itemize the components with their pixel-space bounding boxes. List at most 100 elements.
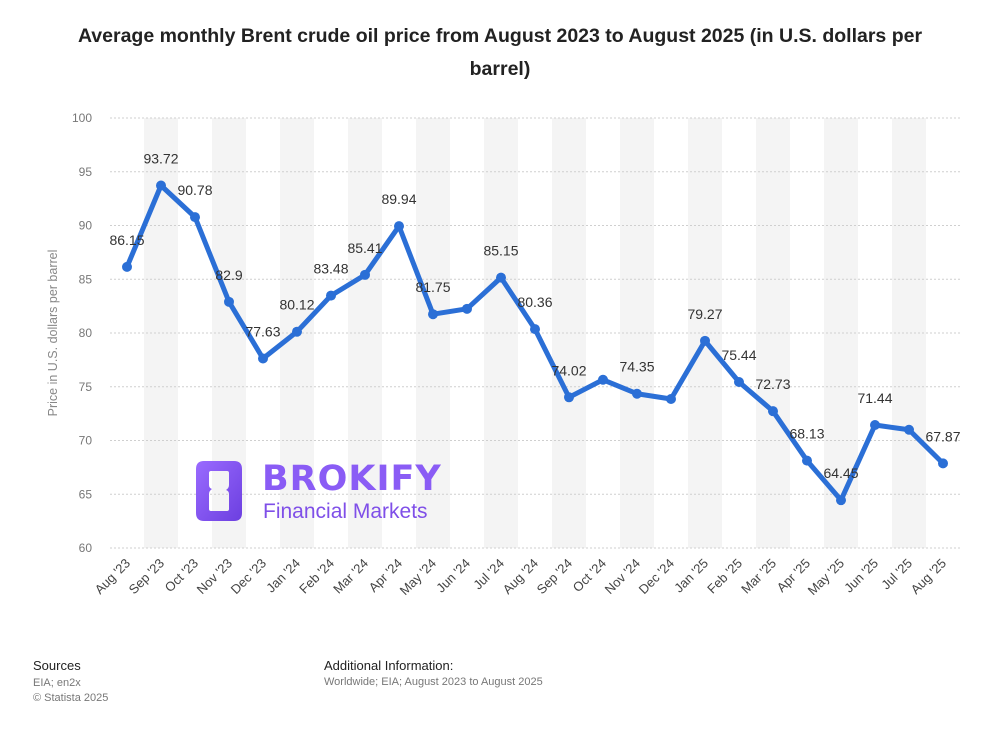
x-tick-label: Feb '25 [704, 556, 745, 597]
x-tick-label: Mar '25 [738, 556, 779, 597]
data-point [870, 420, 880, 431]
column-band [552, 118, 586, 548]
data-point [836, 495, 846, 506]
y-axis-ticks: 60 65 70 75 80 85 90 95 100 [72, 111, 92, 555]
column-band [348, 118, 382, 548]
y-tick-label: 90 [79, 219, 93, 233]
data-label: 83.48 [313, 261, 348, 277]
x-tick-label: May '25 [805, 556, 848, 599]
data-label: 85.41 [347, 240, 382, 256]
data-point [156, 180, 166, 191]
data-label: 90.78 [177, 182, 212, 198]
column-band [892, 118, 926, 548]
grid-lines [110, 117, 960, 549]
data-label: 74.02 [551, 362, 586, 378]
data-label: 80.12 [279, 297, 314, 313]
data-label: 75.44 [721, 347, 756, 363]
y-tick-label: 65 [79, 487, 93, 501]
y-tick-label: 100 [72, 111, 92, 125]
brokify-wordmark: BROKIFY [262, 459, 442, 499]
x-tick-label: Aug '24 [500, 556, 541, 597]
data-point [904, 424, 914, 435]
data-point [632, 388, 642, 399]
data-label: 74.35 [619, 359, 654, 375]
data-label: 80.36 [517, 294, 552, 310]
chart-title: Average monthly Brent crude oil price fr… [77, 25, 923, 80]
data-label: 79.27 [687, 306, 722, 322]
additional-info-heading: Additional Information: [324, 658, 454, 673]
y-tick-label: 95 [79, 165, 93, 179]
data-label: 93.72 [143, 151, 178, 167]
data-point [666, 394, 676, 405]
y-tick-label: 60 [79, 541, 93, 555]
data-point [292, 326, 302, 337]
x-tick-label: Dec '23 [228, 556, 269, 597]
alternating-column-bands [144, 118, 926, 548]
data-point [190, 212, 200, 223]
data-point [530, 324, 540, 335]
data-point [496, 272, 506, 283]
y-tick-label: 75 [79, 380, 93, 394]
data-point [564, 392, 574, 403]
x-tick-label: Dec '24 [636, 556, 677, 597]
sources-line: EIA; en2x [33, 677, 81, 689]
data-label: 81.75 [415, 279, 450, 295]
data-point [224, 296, 234, 307]
additional-info-text: Worldwide; EIA; August 2023 to August 20… [324, 676, 543, 688]
data-label: 68.13 [789, 426, 824, 442]
data-point [258, 353, 268, 364]
data-point [462, 303, 472, 314]
x-tick-label: Jun '24 [433, 556, 473, 596]
data-label: 72.73 [755, 376, 790, 392]
y-tick-label: 80 [79, 326, 93, 340]
x-tick-label: Sep '24 [534, 556, 575, 597]
data-point [360, 269, 370, 280]
data-label: 82.9 [215, 267, 242, 283]
data-label: 89.94 [381, 191, 416, 207]
data-label: 64.45 [823, 465, 858, 481]
brokify-logo-watermark: BROKIFY Financial Markets [196, 459, 496, 529]
data-point [394, 221, 404, 232]
data-label: 77.63 [245, 323, 280, 339]
brokify-tagline: Financial Markets [263, 500, 428, 523]
data-point [938, 458, 948, 469]
column-band [688, 118, 722, 548]
x-tick-label: Aug '23 [92, 556, 133, 597]
column-band [416, 118, 450, 548]
x-tick-label: Aug '25 [908, 556, 949, 597]
column-band [484, 118, 518, 548]
column-band [620, 118, 654, 548]
data-label: 71.44 [857, 390, 892, 406]
data-label: 67.87 [925, 428, 960, 444]
column-band [756, 118, 790, 548]
x-tick-label: Mar '24 [330, 556, 371, 597]
series-line [124, 183, 946, 503]
sources-body: EIA; en2x © Statista 2025 [33, 676, 108, 706]
x-tick-label: Nov '24 [602, 556, 643, 597]
x-tick-label: May '24 [397, 556, 440, 599]
data-point [734, 377, 744, 388]
data-point [326, 290, 336, 301]
x-tick-label: Jan '24 [263, 556, 303, 596]
data-point [122, 261, 132, 272]
copyright-line: © Statista 2025 [33, 692, 109, 704]
sources-heading: Sources [33, 658, 81, 673]
brokify-logo-icon [196, 461, 242, 521]
data-labels: 86.15 93.72 90.78 82.9 77.63 80.12 83.48 85.41 8… [109, 151, 960, 482]
x-tick-label: Jun '25 [841, 556, 881, 596]
x-tick-label: Jan '25 [671, 556, 711, 596]
y-tick-label: 85 [79, 272, 93, 286]
data-point [802, 455, 812, 466]
y-axis-label: Price in U.S. dollars per barrel [46, 250, 60, 417]
y-tick-label: 70 [79, 434, 93, 448]
x-tick-label: Sep '23 [126, 556, 167, 597]
x-tick-label: Feb '24 [296, 556, 337, 597]
data-point [700, 335, 710, 346]
data-label: 85.15 [483, 243, 518, 259]
series-price [122, 180, 948, 506]
data-point [428, 309, 438, 320]
data-point [768, 406, 778, 417]
data-point [598, 374, 608, 385]
